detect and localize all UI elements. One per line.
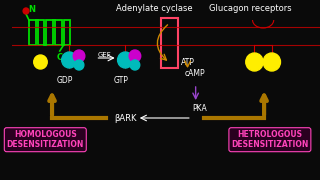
Circle shape: [23, 8, 29, 14]
Text: N: N: [28, 4, 35, 14]
Text: P: P: [268, 57, 275, 66]
Text: Adenylate cyclase: Adenylate cyclase: [116, 3, 193, 12]
Circle shape: [129, 50, 141, 62]
Text: γ: γ: [77, 62, 81, 68]
Circle shape: [130, 60, 140, 70]
Bar: [161, 18, 178, 68]
Circle shape: [74, 60, 84, 70]
Text: cAMP: cAMP: [185, 69, 206, 78]
Text: α: α: [123, 57, 128, 63]
Circle shape: [62, 52, 77, 68]
Circle shape: [246, 53, 263, 71]
Text: C: C: [57, 53, 63, 62]
Text: β: β: [77, 53, 81, 59]
Text: D: D: [37, 57, 44, 66]
Bar: [55, 20, 62, 45]
Text: GDP: GDP: [56, 75, 73, 84]
Bar: [46, 20, 53, 45]
Text: α: α: [67, 57, 72, 63]
Circle shape: [73, 50, 85, 62]
Text: PKA: PKA: [192, 103, 207, 112]
Text: γ: γ: [133, 62, 137, 68]
Text: βARK: βARK: [114, 114, 137, 123]
Bar: [29, 20, 36, 45]
Text: HOMOLOGOUS
DESENSITIZATION: HOMOLOGOUS DESENSITIZATION: [7, 130, 84, 149]
Text: ATP: ATP: [181, 57, 195, 66]
Circle shape: [263, 53, 281, 71]
Bar: [64, 20, 70, 45]
Text: Glucagon receptors: Glucagon receptors: [209, 3, 292, 12]
Text: HETROLOGOUS
DESENSITIZATION: HETROLOGOUS DESENSITIZATION: [231, 130, 308, 149]
Text: P: P: [251, 57, 258, 66]
Bar: [37, 20, 44, 45]
Circle shape: [117, 52, 133, 68]
Text: GTP: GTP: [114, 75, 129, 84]
Text: GEF: GEF: [97, 52, 111, 58]
Circle shape: [34, 55, 47, 69]
Text: β: β: [133, 53, 137, 59]
